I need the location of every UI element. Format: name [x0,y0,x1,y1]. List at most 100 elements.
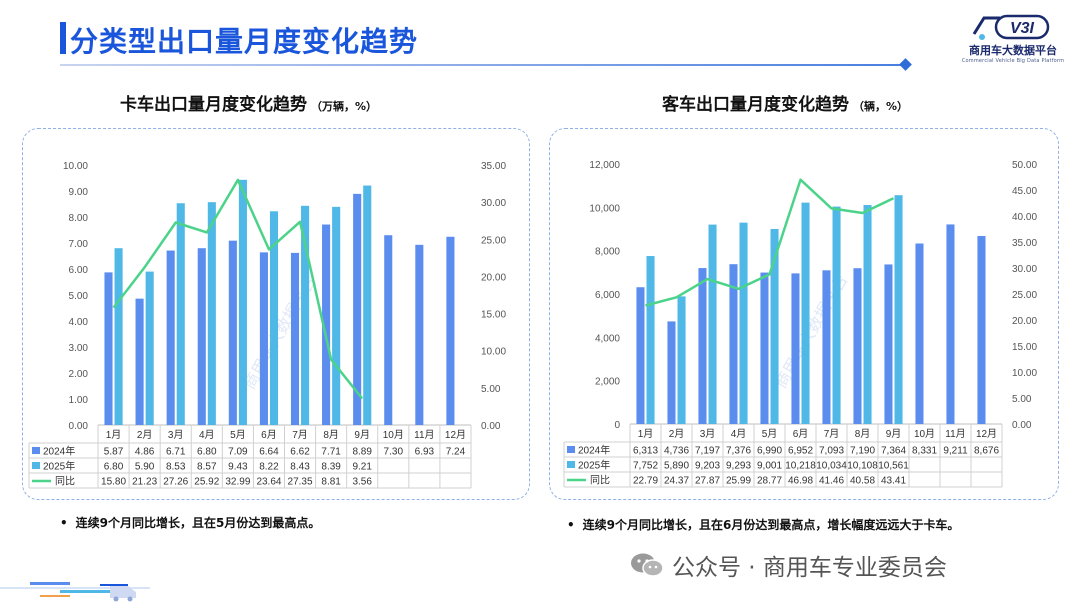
title-accent-bar [60,22,66,54]
data-label: 6,313 [633,446,658,457]
bar-2024年-7月 [822,270,831,424]
category-label: 2月 [669,428,685,440]
data-label: 6.93 [415,447,435,458]
bar-2025年-7月 [832,206,841,424]
divider-diamond [899,58,912,71]
bullet-icon: • [60,516,68,530]
data-label: 6,952 [788,446,813,457]
left-axis-tick: 8.00 [69,213,89,224]
bar-2024年-7月 [290,252,300,425]
category-label: 6月 [793,428,809,440]
data-label: 24.37 [664,476,689,487]
data-label: 6.62 [290,447,310,458]
logo-name: 商用车大数据平台 [969,44,1057,57]
bar-2025年-2月 [677,296,686,424]
data-label: 10,218 [785,461,816,472]
category-label: 12月 [976,428,997,440]
category-label: 12月 [445,429,466,441]
bar-2024年-4月 [197,248,206,425]
yoy-line [645,178,895,307]
bus-heading-text: 客车出口量月度变化趋势 [662,95,849,115]
category-label: 9月 [886,428,902,440]
left-axis-tick: 6.00 [69,265,89,276]
category-label: 5月 [762,428,778,440]
legend-label: 2025年 [43,460,75,473]
data-label: 9,001 [757,461,782,472]
category-label: 4月 [199,429,215,441]
bar-2024年-1月 [104,272,113,425]
logo-mark: V3I [958,12,1068,42]
bar-2025年-1月 [646,256,655,424]
data-label: 5.87 [104,447,124,458]
data-label: 40.58 [850,476,875,487]
left-axis-tick: 4.00 [69,317,89,328]
left-axis-tick: 2,000 [595,377,620,388]
bar-2024年-11月 [415,244,424,425]
page-title: 分类型出口量月度变化趋势 [70,25,419,58]
data-label: 7,093 [819,446,844,457]
right-axis-tick: 5.00 [481,384,501,395]
bottom-left-decoration [0,582,150,602]
bus-note-text: 连续9个月同比增长，且在6月份达到最高点，增长幅度远远大于卡车。 [582,518,960,532]
data-label: 23.64 [256,477,281,488]
bar-2025年-5月 [238,179,247,425]
data-label: 7,376 [726,446,751,457]
data-label: 8.81 [321,477,341,488]
bar-2025年-8月 [863,204,872,424]
right-axis-tick: 35.00 [481,161,506,172]
data-label: 7,752 [633,461,658,472]
data-label: 3.56 [352,477,372,488]
category-label: 2月 [137,429,153,441]
bus-chart-heading: 客车出口量月度变化趋势 （辆，%） [662,90,908,115]
category-label: 3月 [168,429,184,441]
bar-2024年-3月 [698,268,707,424]
data-label: 9,203 [695,461,720,472]
bar-2024年-9月 [884,264,893,424]
bar-2025年-4月 [739,222,748,424]
data-label: 27.87 [695,476,720,487]
right-axis-tick: 0.00 [1012,420,1032,431]
bar-2025年-8月 [332,206,341,425]
right-axis-tick: 45.00 [1012,186,1037,197]
data-label: 6.71 [166,447,186,458]
bar-2024年-2月 [667,321,676,424]
logo-truck-icon: V3I [972,14,1050,40]
bar-2024年-4月 [729,264,738,424]
data-label: 4.86 [135,447,155,458]
bar-2025年-3月 [176,203,185,425]
truck-chart-heading: 卡车出口量月度变化趋势 （万辆，%） [120,90,377,115]
legend-label: 2025年 [578,459,610,472]
data-label: 7,197 [695,446,720,457]
right-axis-tick: 20.00 [481,272,506,283]
data-label: 7,190 [850,446,875,457]
category-label: 1月 [106,429,122,441]
data-label: 7.30 [384,447,404,458]
category-label: 9月 [354,429,370,441]
left-axis-tick: 9.00 [69,187,89,198]
right-axis-tick: 5.00 [1012,394,1032,405]
bar-2024年-6月 [791,273,800,424]
legend-label: 同比 [55,476,75,488]
page-header: 分类型出口量月度变化趋势 [60,12,912,72]
data-label: 4,736 [664,446,689,457]
right-axis-tick: 10.00 [1012,368,1037,379]
data-label: 41.46 [819,476,844,487]
data-label: 8.53 [166,462,186,473]
truck-chart: 商用车大数据平台0.001.002.003.004.005.006.007.00… [28,161,506,489]
left-axis-tick: 0.00 [69,421,89,432]
bar-2024年-1月 [636,287,645,424]
logo-mark-text: V3I [1010,20,1035,37]
category-label: 6月 [261,429,277,441]
bar-2024年-5月 [760,272,769,424]
platform-logo: V3I 商用车大数据平台 Commercial Vehicle Big Data… [958,12,1068,70]
bar-2025年-1月 [114,248,123,425]
data-label: 9.43 [228,462,248,473]
legend-swatch-2025年 [32,462,40,469]
data-label: 10,108 [847,461,878,472]
left-axis-tick: 12,000 [589,160,620,171]
data-label: 5.90 [135,462,155,473]
right-axis-tick: 30.00 [481,198,506,209]
bar-2024年-8月 [853,268,862,424]
category-label: 7月 [824,428,840,440]
data-label: 43.41 [881,476,906,487]
